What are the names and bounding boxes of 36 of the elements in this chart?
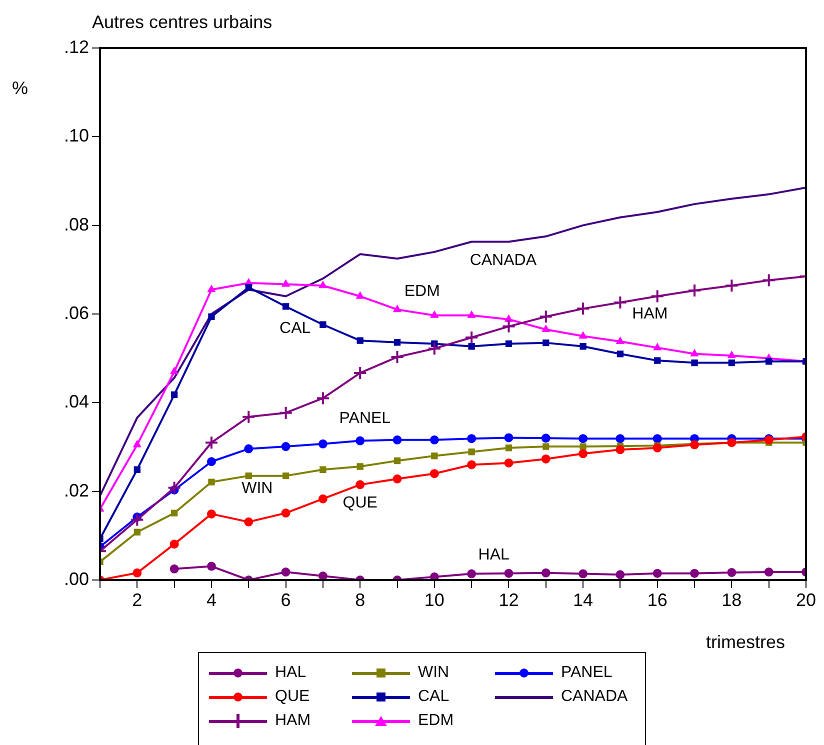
x-tick-label: 20	[796, 590, 816, 610]
y-tick-label: .02	[64, 480, 89, 500]
text: HAM	[632, 305, 668, 322]
legend-label: CAL	[418, 688, 450, 706]
text: EDM	[404, 283, 440, 300]
x-tick-label: 12	[498, 590, 519, 610]
x-tick-label: 14	[573, 590, 594, 610]
legend-label: QUE	[275, 688, 310, 706]
text: HAL	[478, 546, 510, 564]
y-tick-label: .10	[64, 126, 89, 146]
x-tick-label: 6	[280, 590, 291, 610]
y-tick-label: .04	[64, 392, 89, 412]
legend-label: HAL	[275, 664, 306, 682]
y-tick-label: .06	[64, 302, 89, 323]
x-tick-label: 4	[206, 590, 216, 610]
legend-label: HAM	[275, 712, 311, 730]
y-axis-title: %	[12, 78, 28, 99]
legend-label: PANEL	[561, 664, 612, 682]
x-axis-title: trimestres	[706, 632, 786, 653]
text: QUE	[342, 494, 378, 512]
chart-title: Autres centres urbains	[92, 12, 272, 33]
text: CANADA	[470, 252, 537, 270]
y-tick-label: .00	[64, 568, 89, 589]
text: CAL	[280, 320, 311, 338]
text: WIN	[242, 480, 273, 498]
x-tick-label: 2	[132, 590, 142, 610]
x-tick-label: 16	[647, 590, 668, 610]
x-tick-label: 10	[424, 590, 444, 610]
legend-label: WIN	[418, 664, 450, 682]
text: PANEL	[339, 410, 391, 428]
x-tick-label: 8	[355, 590, 366, 610]
y-tick-label: .12	[64, 36, 89, 57]
legend-label: EDM	[418, 712, 454, 730]
y-tick-label: .08	[64, 214, 89, 234]
x-tick-label: 18	[722, 590, 742, 610]
legend-label: CANADA	[561, 688, 628, 706]
